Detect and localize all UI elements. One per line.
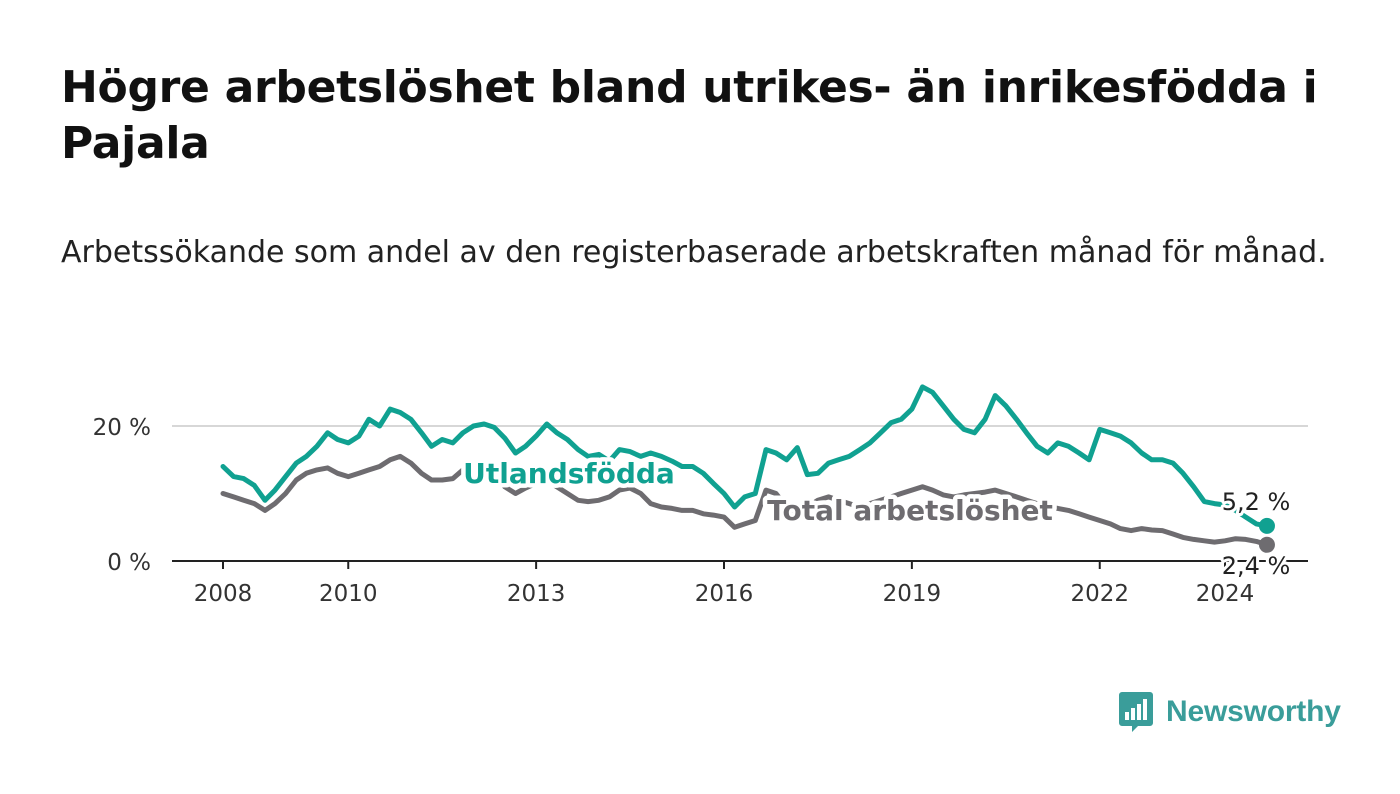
x-tick-label: 2008 [194,581,253,607]
x-tick-label: 2024 [1196,581,1255,607]
y-tick-label: 20 % [93,415,151,441]
series-layer [220,384,1275,553]
y-tick-label: 0 % [107,550,151,576]
x-tick-label: 2013 [507,581,566,607]
newsworthy-logo-icon [1119,692,1153,732]
end-label-total: 2,4 % [1222,552,1291,580]
end-label-utlandsfodda: 5,2 % [1222,488,1291,516]
grid-layer: 0 % 20 % 2008 2010 2013 2016 2019 2022 2024 [93,415,1308,607]
label-layer: Utlandsfödda Total arbetslöshet 5,2 % 2,4 % [459,453,1294,584]
x-tick-label: 2016 [695,581,754,607]
x-tick-label: 2022 [1070,581,1129,607]
chart-title: Högre arbetslöshet bland utrikes- än inr… [61,62,1318,169]
x-tick-label: 2019 [883,581,942,607]
brand-logo[interactable]: Newsworthy [1118,690,1341,734]
x-tick-label: 2010 [319,581,378,607]
chart-subtitle: Arbetssökande som andel av den registerb… [61,235,1327,270]
series-end-point [1258,517,1275,534]
series-label-utlandsfodda: Utlandsfödda [463,457,675,490]
series-label-total: Total arbetslöshet [767,494,1053,527]
series-line-utlandsfodda [220,384,1270,529]
series-end-point [1258,536,1275,553]
brand-name: Newsworthy [1166,695,1341,728]
series-line-total [220,453,1270,548]
